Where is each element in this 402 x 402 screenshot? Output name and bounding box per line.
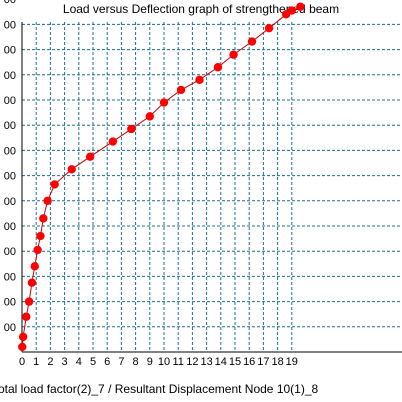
plot-frame [21,22,402,353]
x-axis-label: otal load factor(2)_7 / Resultant Displa… [0,382,319,396]
data-point [229,50,238,59]
data-point [33,245,42,255]
y-tick-label: 00 [4,271,16,283]
data-point [67,165,76,174]
series-line [21,6,301,348]
x-tick-label: 19 [286,356,298,368]
y-tick-label: 00 [4,171,16,183]
x-tick-label: 2 [47,356,53,368]
data-point [195,75,204,85]
x-tick-label: 16 [243,356,255,368]
data-point [36,231,45,241]
data-point [264,23,274,33]
grid-layer [22,22,402,352]
data-point [24,297,34,306]
chart-title: Load versus Deflection graph of strength… [62,2,340,16]
x-tick-label: 10 [158,356,170,368]
data-point [159,98,169,107]
data-point [18,332,28,342]
x-tick-label: 12 [186,356,198,368]
y-tick-label: 00 [4,246,16,258]
data-point [30,262,39,271]
data-point [85,152,95,161]
x-tick-label: 9 [147,356,153,368]
y-axis-tick-labels: 00 00 00 00 00 00 00 00 00 00 00 00 00 00 [4,0,16,334]
data-point [127,124,136,134]
y-tick-label: 00 [4,120,16,132]
data-point [108,137,118,146]
x-tick-label: 13 [200,356,212,368]
data-point [213,63,223,72]
data-point [43,196,52,205]
y-tick-label: 00 [4,95,16,107]
data-point [176,85,186,95]
y-tick-label: 00 [4,221,16,233]
x-tick-label: 6 [104,356,110,368]
y-tick-label: 00 [4,145,16,157]
y-tick-label: 00 [4,19,16,31]
y-tick-label: 00 [4,297,16,309]
x-tick-label: 17 [257,356,269,368]
y-tick-label: 00 [4,196,16,208]
data-point [247,37,257,46]
x-tick-label: 15 [229,356,241,368]
data-point [50,180,59,189]
data-point [39,214,48,223]
y-tick-label: 00 [4,70,16,82]
x-axis-tick-labels: 0 1 2 3 4 5 6 7 8 9 10 11 12 13 14 15 16 17 18 19 [19,356,298,368]
x-tick-label: 4 [76,356,82,368]
x-tick-label: 5 [90,356,96,368]
data-series [18,2,305,352]
y-tick-label: 00 [4,322,16,334]
x-tick-label: 14 [215,356,227,368]
data-point [145,112,154,121]
x-tick-label: 3 [62,356,68,368]
x-tick-label: 11 [172,356,183,368]
data-point [296,2,305,11]
x-tick-label: 18 [271,356,283,368]
data-point [18,342,27,352]
x-tick-label: 8 [133,356,139,368]
x-tick-label: 1 [33,356,39,368]
x-tick-label: 0 [19,356,25,368]
data-point [22,312,31,321]
data-point [27,278,37,287]
y-tick-label: 00 [4,0,16,6]
y-tick-label: 00 [4,45,16,57]
data-point [287,6,296,15]
x-tick-label: 7 [118,356,124,368]
